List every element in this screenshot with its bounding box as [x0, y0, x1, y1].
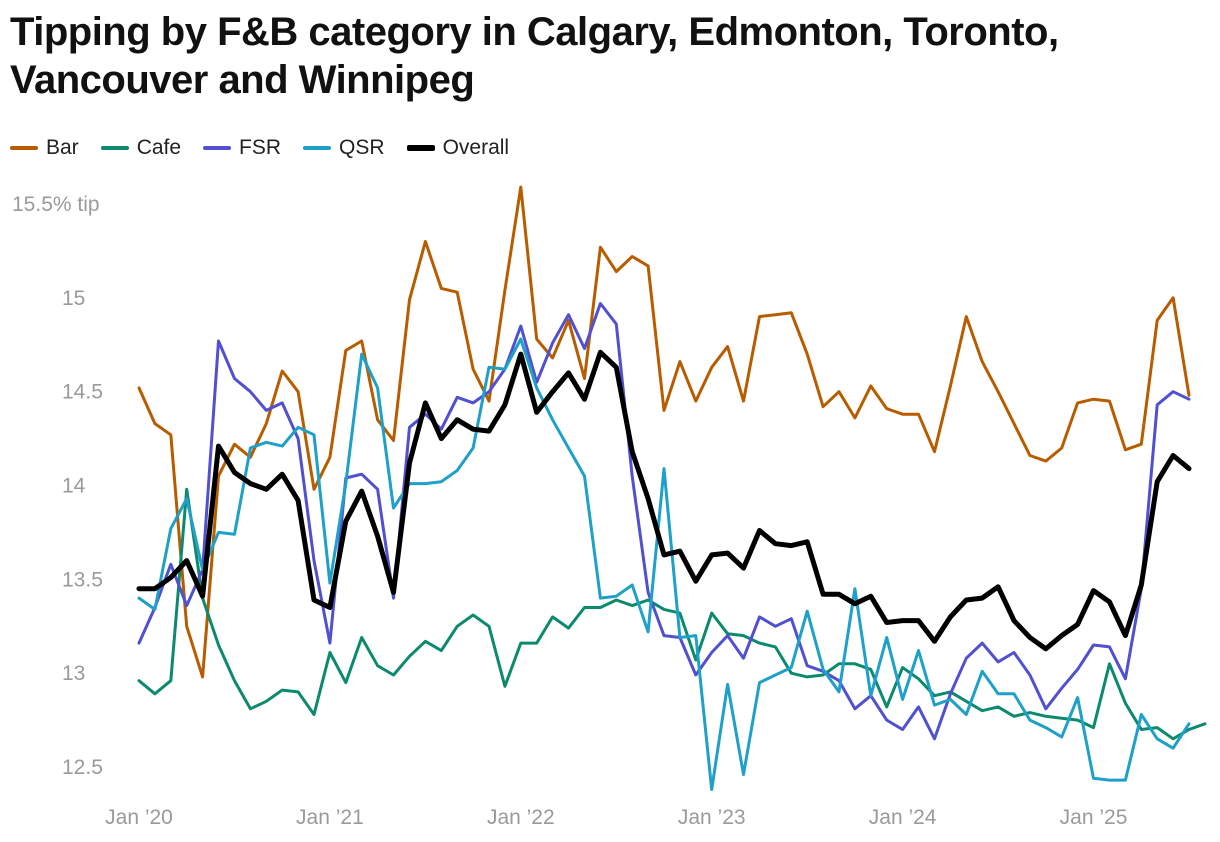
- legend-label-cafe: Cafe: [136, 136, 182, 159]
- y-tick-label: 13.5: [62, 568, 103, 591]
- chart-title: Tipping by F&B category in Calgary, Edmo…: [10, 10, 1059, 102]
- y-tick-label: 15.5% tip: [12, 193, 100, 216]
- y-tick-label: 15: [62, 287, 85, 310]
- y-tick-label: 14.5: [62, 381, 103, 404]
- x-tick-label: Jan ’20: [105, 806, 173, 829]
- x-tick-label: Jan ’22: [487, 806, 555, 829]
- legend-swatch-bar: [10, 146, 38, 150]
- x-tick-label: Jan ’25: [1060, 806, 1128, 829]
- legend-swatch-fsr: [203, 146, 232, 150]
- legend-swatch-cafe: [100, 146, 129, 150]
- legend-swatch-qsr: [303, 146, 332, 150]
- legend-label-qsr: QSR: [339, 136, 385, 159]
- x-tick-label: Jan ’21: [296, 806, 364, 829]
- legend-item-qsr[interactable]: QSR: [303, 136, 385, 160]
- legend: Bar Cafe FSR QSR Overall: [10, 136, 509, 160]
- legend-item-bar[interactable]: Bar: [10, 136, 79, 160]
- legend-label-overall: Overall: [442, 136, 510, 159]
- legend-label-bar: Bar: [46, 136, 79, 159]
- y-axis: 15.5% tip 15 14.5 14 13.5 13 12.5: [12, 193, 103, 779]
- series-line-bar[interactable]: [137, 185, 1191, 679]
- legend-swatch-overall: [406, 145, 435, 151]
- series-line-overall[interactable]: [136, 349, 1192, 652]
- legend-item-overall[interactable]: Overall: [406, 136, 510, 160]
- y-tick-label: 14: [62, 475, 86, 498]
- y-tick-label: 13: [62, 662, 85, 685]
- x-axis: Jan ’20 Jan ’21 Jan ’22 Jan ’23 Jan ’24 Jan ’…: [105, 806, 1127, 829]
- legend-item-cafe[interactable]: Cafe: [100, 136, 182, 160]
- legend-label-fsr: FSR: [239, 136, 282, 159]
- x-tick-label: Jan ’23: [678, 806, 746, 829]
- y-tick-label: 12.5: [62, 756, 103, 779]
- x-tick-label: Jan ’24: [869, 806, 937, 829]
- series-layer: [136, 185, 1207, 791]
- series-line-qsr[interactable]: [137, 337, 1191, 791]
- legend-item-fsr[interactable]: FSR: [203, 136, 281, 160]
- series-line-cafe[interactable]: [137, 487, 1207, 741]
- series-line-fsr[interactable]: [137, 302, 1191, 741]
